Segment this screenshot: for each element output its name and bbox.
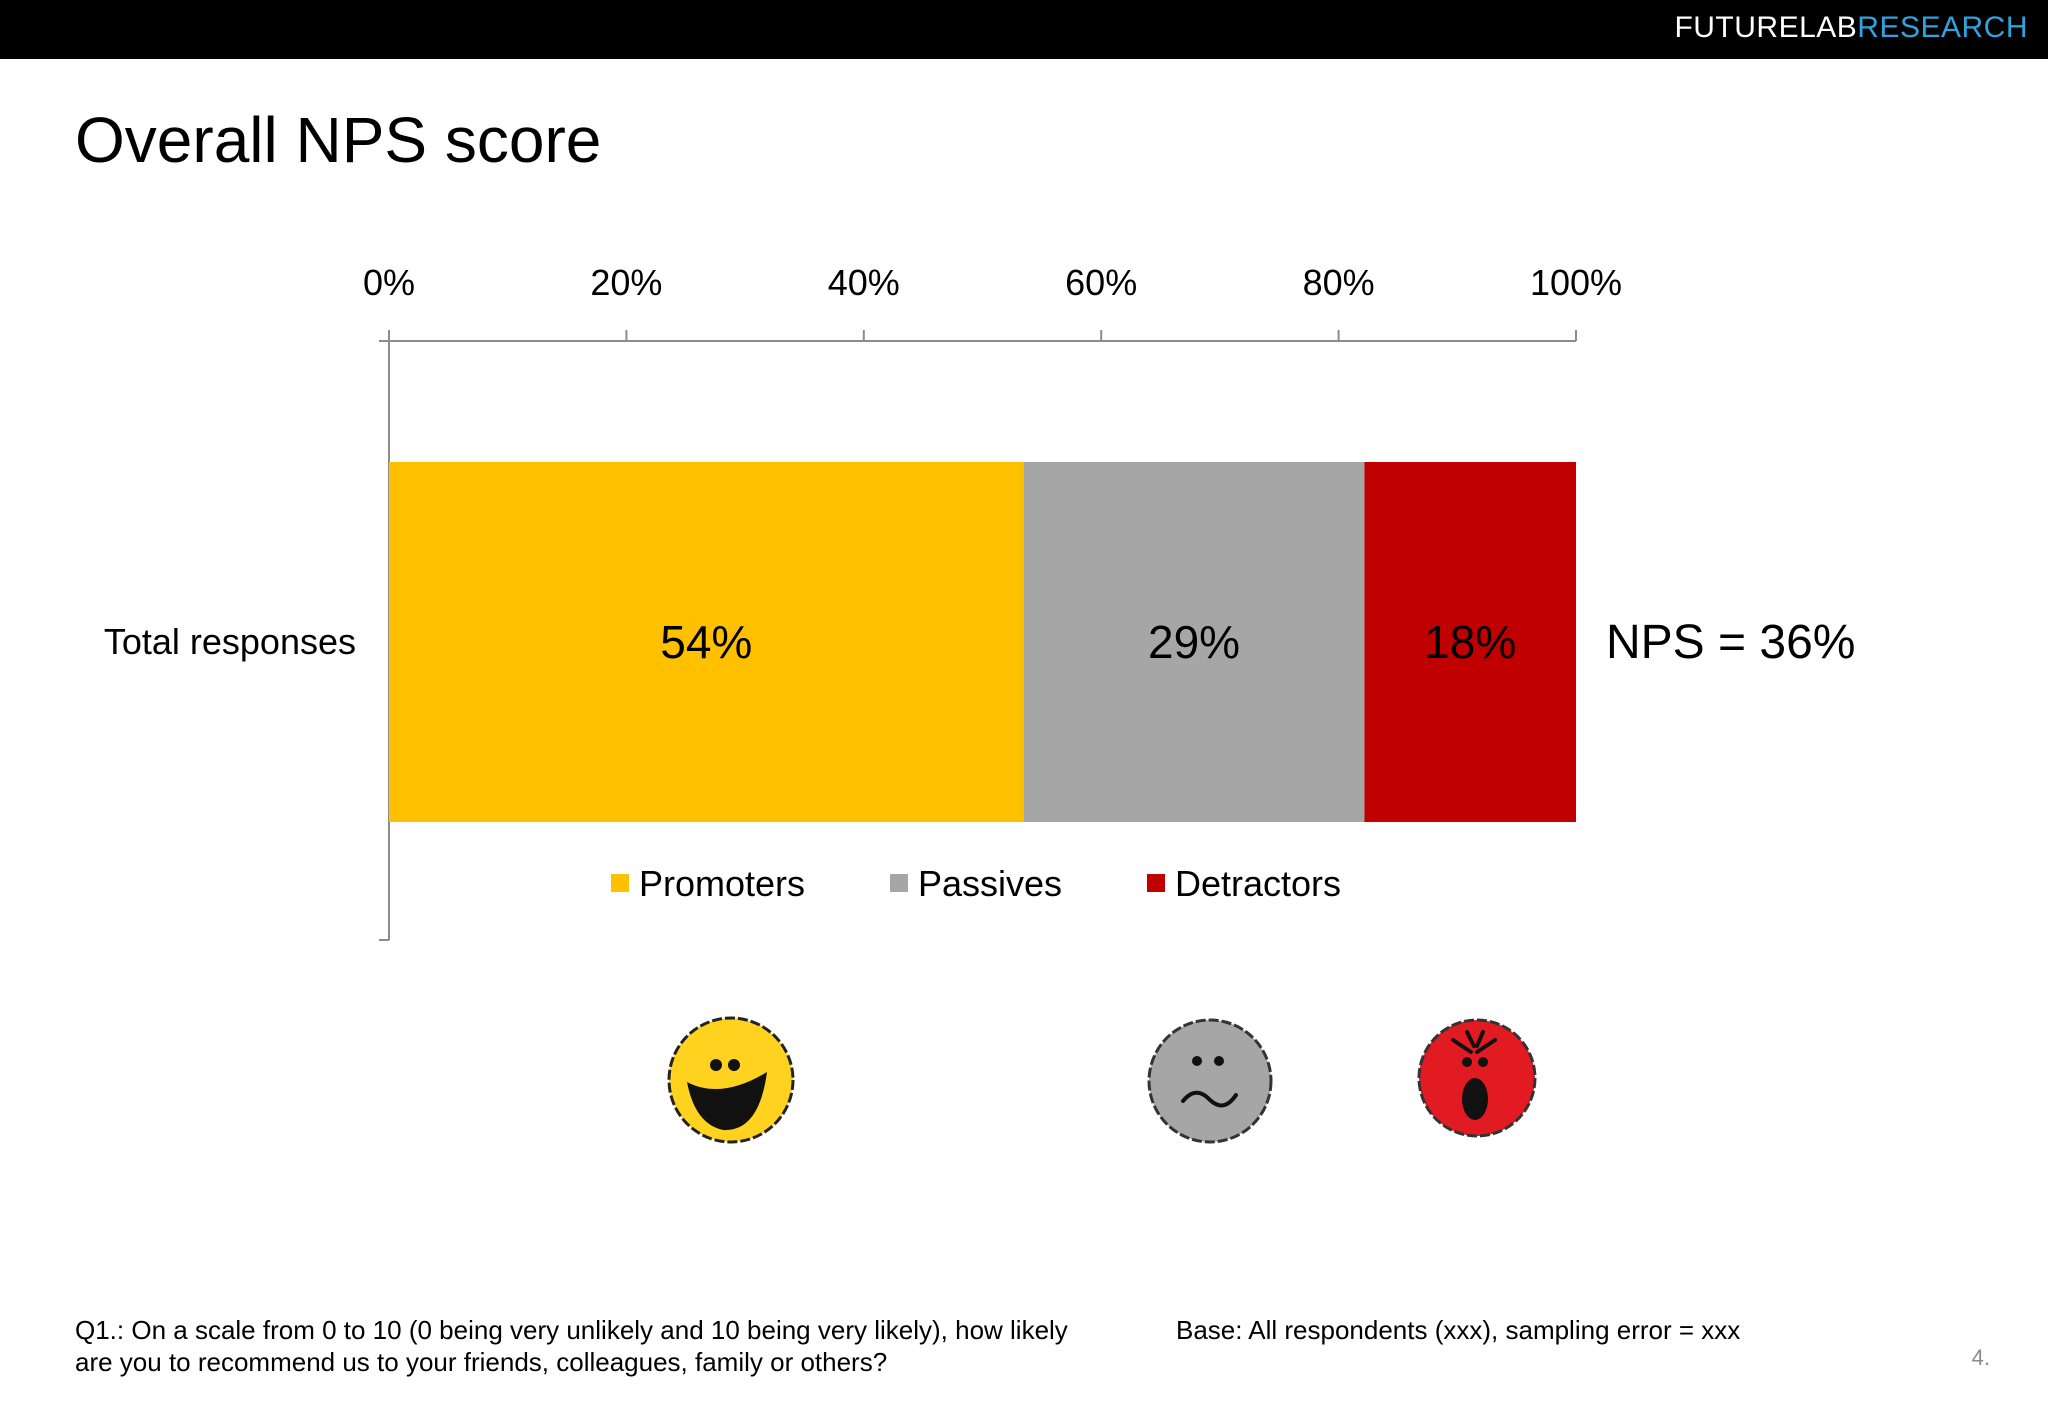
top-bar: FUTURELABRESEARCH bbox=[0, 0, 2048, 59]
legend: Promoters Passives Detractors bbox=[611, 863, 1341, 904]
neutral-face-circle bbox=[1147, 1018, 1273, 1144]
angry-face-eye-right bbox=[1478, 1057, 1488, 1067]
angry-face-circle bbox=[1417, 1018, 1537, 1138]
legend-swatch-detractors bbox=[1147, 874, 1165, 892]
angry-face-eye-left bbox=[1462, 1057, 1472, 1067]
legend-label-promoters: Promoters bbox=[639, 863, 805, 904]
x-tick-label: 100% bbox=[1530, 262, 1622, 303]
legend-label-passives: Passives bbox=[918, 863, 1062, 904]
category-label: Total responses bbox=[104, 621, 356, 662]
legend-swatch-passives bbox=[890, 874, 908, 892]
bar-label-detractors: 18% bbox=[1424, 616, 1516, 668]
x-tick-label: 0% bbox=[363, 262, 415, 303]
bar-segment-promoters bbox=[389, 462, 1024, 822]
emoticons bbox=[667, 1016, 1537, 1144]
page-number: 4. bbox=[1971, 1345, 1990, 1370]
brand-logo: FUTURELABRESEARCH bbox=[1674, 10, 2028, 46]
legend-label-detractors: Detractors bbox=[1175, 863, 1341, 904]
question-footnote: Q1.: On a scale from 0 to 10 (0 being ve… bbox=[75, 1315, 1068, 1377]
bar-label-passives: 29% bbox=[1148, 616, 1240, 668]
x-tick-label: 20% bbox=[590, 262, 662, 303]
x-tick-label: 40% bbox=[828, 262, 900, 303]
bar-segment-detractors bbox=[1364, 462, 1576, 822]
happy-face-mouth bbox=[687, 1072, 767, 1131]
x-tick-label: 60% bbox=[1065, 262, 1137, 303]
nps-annotation: NPS = 36% bbox=[1606, 616, 1855, 669]
neutral-face-eye-left bbox=[1192, 1056, 1202, 1066]
happy-face-eye-left bbox=[710, 1059, 722, 1071]
x-tick-label: 80% bbox=[1303, 262, 1375, 303]
angry-face-brows bbox=[1451, 1030, 1497, 1054]
base-footnote: Base: All respondents (xxx), sampling er… bbox=[1176, 1315, 1741, 1345]
brand-part1: FUTURELAB bbox=[1674, 11, 1858, 44]
neutral-face-mouth bbox=[1181, 1090, 1238, 1108]
neutral-face-eye-right bbox=[1214, 1056, 1224, 1066]
bar-label-promoters: 54% bbox=[660, 616, 752, 668]
angry-face-mouth bbox=[1462, 1078, 1488, 1120]
brand-part2: RESEARCH bbox=[1857, 11, 2028, 44]
bar-segment-passives bbox=[1023, 462, 1365, 822]
legend-swatch-promoters bbox=[611, 874, 629, 892]
happy-face-eye-right bbox=[728, 1059, 740, 1071]
neutral-face bbox=[1147, 1018, 1273, 1144]
slide-title: Overall NPS score bbox=[75, 104, 602, 176]
happy-face bbox=[667, 1016, 795, 1144]
bar-layer: 54% 29% 18% bbox=[389, 462, 1576, 822]
angry-face bbox=[1417, 1018, 1537, 1138]
